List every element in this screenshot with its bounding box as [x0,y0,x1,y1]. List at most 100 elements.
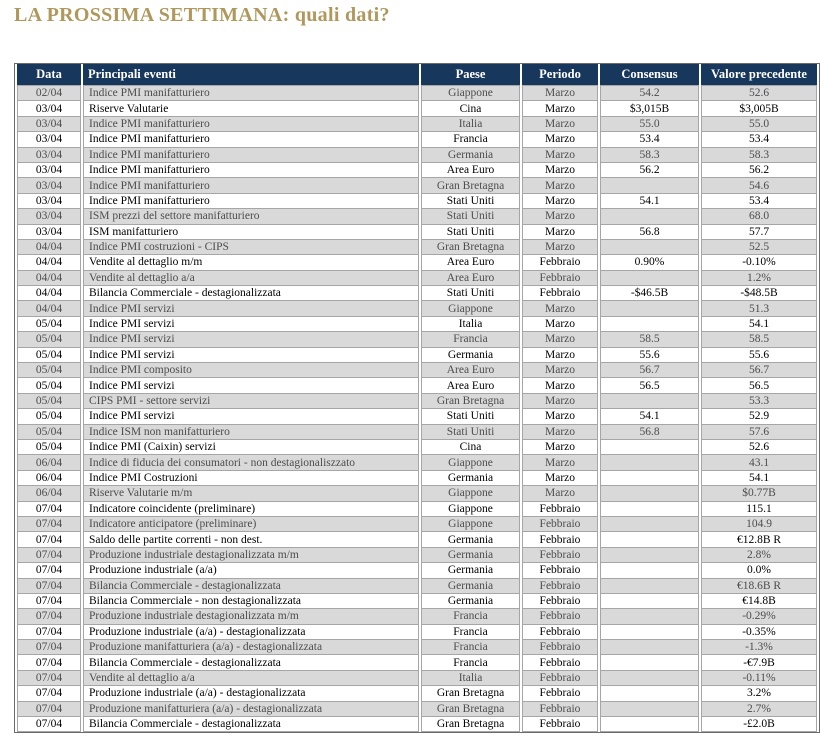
period-cell: Febbraio [522,669,598,686]
event-cell: CIPS PMI - settore servizi [83,392,419,409]
table-row: 07/04 Indicatore anticipatore (preliminar… [17,515,817,532]
consensus-cell: 54.1 [600,408,699,424]
consensus-cell: 56.7 [600,362,699,378]
date-cell: 07/04 [17,639,81,655]
period-cell: Febbraio [522,716,598,733]
event-cell: ISM prezzi del settore manifatturiero [83,208,419,224]
table-row: 07/04 Produzione manifatturiera (a/a) - d… [17,700,817,717]
event-cell: Indice PMI manifatturiero [83,115,419,132]
country-cell: Francia [421,623,520,640]
previous-value-cell: 54.6 [701,177,817,193]
country-cell: Gran Bretagna [421,177,520,193]
previous-value-cell: 104.9 [701,515,817,532]
consensus-cell [600,531,699,547]
consensus-cell: 53.4 [600,131,699,147]
event-cell: Produzione industriale (a/a) [83,562,419,578]
table-row: 05/04 Indice PMI (Caixin) servizi Cina Marz… [17,438,817,455]
date-cell: 07/04 [17,623,81,640]
country-cell: Germania [421,146,520,162]
country-cell: Italia [421,115,520,132]
event-cell: Indice PMI servizi [83,377,419,393]
country-cell: Germania [421,469,520,486]
period-cell: Marzo [522,115,598,132]
previous-value-cell: €12.8B R [701,531,817,547]
country-cell: Area Euro [421,377,520,393]
event-cell: Bilancia Commerciale - destagionalizzata [83,577,419,593]
event-cell: Indice PMI manifatturiero [83,192,419,209]
date-cell: 05/04 [17,362,81,378]
period-cell: Marzo [522,161,598,178]
table-row: 04/04 Vendite al dettaglio a/a Area Euro Fe… [17,269,817,286]
column-header-principali-eventi: Principali eventi [83,64,419,85]
period-cell: Marzo [522,438,598,455]
period-cell: Marzo [522,331,598,347]
country-cell: Stati Uniti [421,192,520,209]
consensus-cell: 55.6 [600,346,699,363]
table-row: 07/04 Bilancia Commerciale - destagionali… [17,716,817,733]
period-cell: Febbraio [522,608,598,624]
event-cell: Indice PMI servizi [83,408,419,424]
consensus-cell [600,562,699,578]
country-cell: Francia [421,608,520,624]
previous-value-cell: 52.5 [701,238,817,255]
table-row: 07/04 Bilancia Commerciale - destagionali… [17,577,817,593]
previous-value-cell: 52.6 [701,438,817,455]
date-cell: 06/04 [17,454,81,470]
country-cell: Stati Uniti [421,285,520,301]
consensus-cell [600,177,699,193]
country-cell: Francia [421,331,520,347]
consensus-cell: 56.5 [600,377,699,393]
period-cell: Febbraio [522,500,598,516]
consensus-cell [600,608,699,624]
period-cell: Marzo [522,423,598,439]
table-row: 05/04 Indice PMI servizi Germania Marzo 55.6… [17,346,817,363]
event-cell: Indice PMI manifatturiero [83,131,419,147]
country-cell: Giappone [421,300,520,316]
previous-value-cell: 56.5 [701,377,817,393]
economic-events-table: Data Principali eventi Paese Periodo Consens… [14,63,820,734]
event-cell: Indice PMI costruzioni - CIPS [83,238,419,255]
country-cell: Italia [421,669,520,686]
country-cell: Stati Uniti [421,423,520,439]
table-row: 06/04 Riserve Valutarie m/m Giappone Marzo $… [17,485,817,501]
country-cell: Giappone [421,454,520,470]
period-cell: Febbraio [522,700,598,717]
consensus-cell [600,515,699,532]
country-cell: Area Euro [421,254,520,270]
previous-value-cell: 56.7 [701,362,817,378]
previous-value-cell: 2.7% [701,700,817,717]
table-row: 04/04 Indice PMI costruzioni - CIPS Gran B… [17,238,817,255]
table-row: 05/04 Indice PMI composito Area Euro Marzo 5… [17,362,817,378]
period-cell: Marzo [522,85,598,101]
country-cell: Italia [421,315,520,332]
period-cell: Marzo [522,100,598,116]
period-cell: Febbraio [522,639,598,655]
event-cell: Indice ISM non manifatturiero [83,423,419,439]
table-row: 05/04 Indice PMI servizi Italia Marzo 54.1 [17,315,817,332]
period-cell: Febbraio [522,285,598,301]
consensus-cell [600,716,699,733]
event-cell: Produzione manifatturiera (a/a) - destag… [83,700,419,717]
date-cell: 05/04 [17,315,81,332]
event-cell: Bilancia Commerciale - destagionalizzata [83,654,419,670]
event-cell: Produzione industriale destagionalizzata… [83,608,419,624]
date-cell: 07/04 [17,716,81,733]
table-row: 07/04 Vendite al dettaglio a/a Italia Febbr… [17,669,817,686]
table-row: 03/04 Indice PMI manifatturiero Francia Mar… [17,131,817,147]
event-cell: Riserve Valutarie [83,100,419,116]
column-header-consensus: Consensus [600,64,699,85]
event-cell: Bilancia Commerciale - destagionalizzata [83,285,419,301]
previous-value-cell: 115.1 [701,500,817,516]
country-cell: Gran Bretagna [421,685,520,701]
table-row: 07/04 Produzione industriale (a/a) Germani… [17,562,817,578]
table-row: 03/04 Riserve Valutarie Cina Marzo $3,015B $3… [17,100,817,116]
period-cell: Febbraio [522,254,598,270]
column-header-valore-precedente: Valore precedente [701,64,817,85]
date-cell: 07/04 [17,546,81,563]
table-row: 05/04 Indice PMI servizi Stati Uniti Marzo 5… [17,408,817,424]
table-row: 07/04 Produzione industriale destagionali… [17,546,817,563]
table-row: 04/04 Vendite al dettaglio m/m Area Euro Fe… [17,254,817,270]
previous-value-cell: €14.8B [701,592,817,609]
event-cell: Indice PMI servizi [83,300,419,316]
table-row: 03/04 Indice PMI manifatturiero Germania Ma… [17,146,817,162]
